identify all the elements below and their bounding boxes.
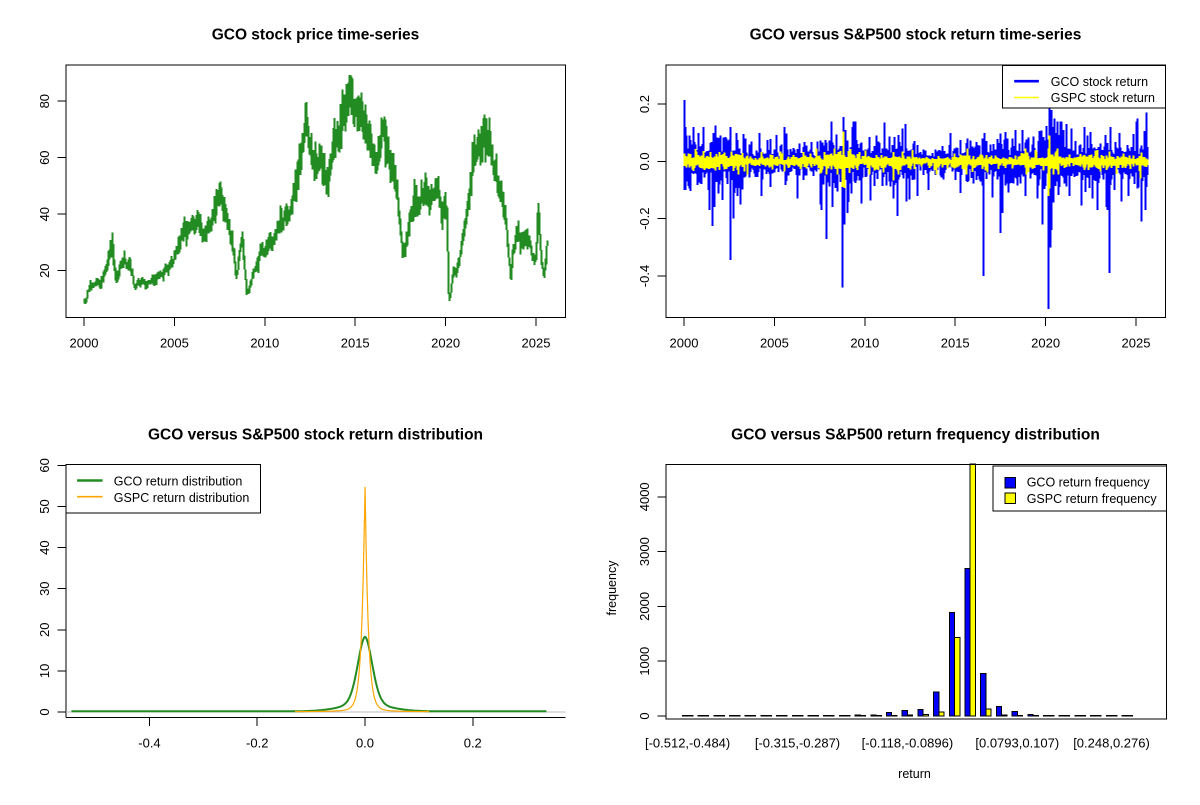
svg-text:0.2: 0.2 xyxy=(464,736,482,751)
svg-text:GCO versus S&P500 stock return: GCO versus S&P500 stock return time-seri… xyxy=(750,27,1082,44)
svg-text:2020: 2020 xyxy=(431,336,460,351)
svg-text:GSPC return distribution: GSPC return distribution xyxy=(114,491,250,505)
svg-text:4000: 4000 xyxy=(637,482,652,511)
svg-text:80: 80 xyxy=(37,94,52,108)
svg-text:2010: 2010 xyxy=(250,336,279,351)
svg-text:-0.2: -0.2 xyxy=(246,736,268,751)
svg-text:50: 50 xyxy=(37,499,52,513)
svg-text:frequency: frequency xyxy=(605,560,619,616)
svg-text:[-0.118,-0.0896): [-0.118,-0.0896) xyxy=(862,736,954,751)
svg-text:0: 0 xyxy=(637,712,652,719)
svg-text:2025: 2025 xyxy=(522,336,551,351)
svg-text:0.0: 0.0 xyxy=(356,736,374,751)
svg-text:return: return xyxy=(898,767,931,781)
svg-text:2000: 2000 xyxy=(670,336,699,351)
svg-text:0.2: 0.2 xyxy=(637,95,652,113)
svg-text:40: 40 xyxy=(37,207,52,221)
svg-text:-0.4: -0.4 xyxy=(138,736,160,751)
svg-text:0.0: 0.0 xyxy=(637,152,652,170)
svg-text:GCO stock price time-series: GCO stock price time-series xyxy=(212,27,420,44)
svg-text:GCO return distribution: GCO return distribution xyxy=(114,475,243,489)
svg-text:GSPC return frequency: GSPC return frequency xyxy=(1027,492,1158,506)
svg-text:2020: 2020 xyxy=(1031,336,1060,351)
svg-text:GCO versus S&P500 return frequ: GCO versus S&P500 return frequency distr… xyxy=(731,427,1100,444)
svg-text:60: 60 xyxy=(37,150,52,164)
svg-text:10: 10 xyxy=(37,664,52,678)
svg-text:2005: 2005 xyxy=(160,336,189,351)
svg-text:3000: 3000 xyxy=(637,537,652,566)
svg-text:2005: 2005 xyxy=(760,336,789,351)
svg-text:2015: 2015 xyxy=(341,336,370,351)
svg-text:-0.4: -0.4 xyxy=(637,265,652,287)
svg-text:[0.248,0.276): [0.248,0.276) xyxy=(1073,736,1150,751)
svg-text:2025: 2025 xyxy=(1122,336,1151,351)
svg-text:GSPC stock return: GSPC stock return xyxy=(1051,91,1155,105)
svg-text:40: 40 xyxy=(37,540,52,554)
svg-text:2000: 2000 xyxy=(637,592,652,621)
svg-text:GCO versus S&P500 stock return: GCO versus S&P500 stock return distribut… xyxy=(148,427,483,444)
svg-text:GCO return frequency: GCO return frequency xyxy=(1027,476,1151,490)
svg-text:2010: 2010 xyxy=(850,336,879,351)
svg-text:20: 20 xyxy=(37,263,52,277)
svg-text:-0.2: -0.2 xyxy=(637,207,652,229)
svg-text:GCO stock return: GCO stock return xyxy=(1051,75,1148,89)
svg-text:[-0.512,-0.484): [-0.512,-0.484) xyxy=(645,736,730,751)
svg-text:0: 0 xyxy=(37,708,52,715)
svg-text:[0.0793,0.107): [0.0793,0.107) xyxy=(975,736,1059,751)
svg-text:2000: 2000 xyxy=(70,336,99,351)
svg-text:[-0.315,-0.287): [-0.315,-0.287) xyxy=(755,736,840,751)
svg-text:30: 30 xyxy=(37,581,52,595)
svg-text:1000: 1000 xyxy=(637,647,652,676)
svg-text:20: 20 xyxy=(37,623,52,637)
svg-text:60: 60 xyxy=(37,458,52,472)
svg-text:2015: 2015 xyxy=(941,336,970,351)
